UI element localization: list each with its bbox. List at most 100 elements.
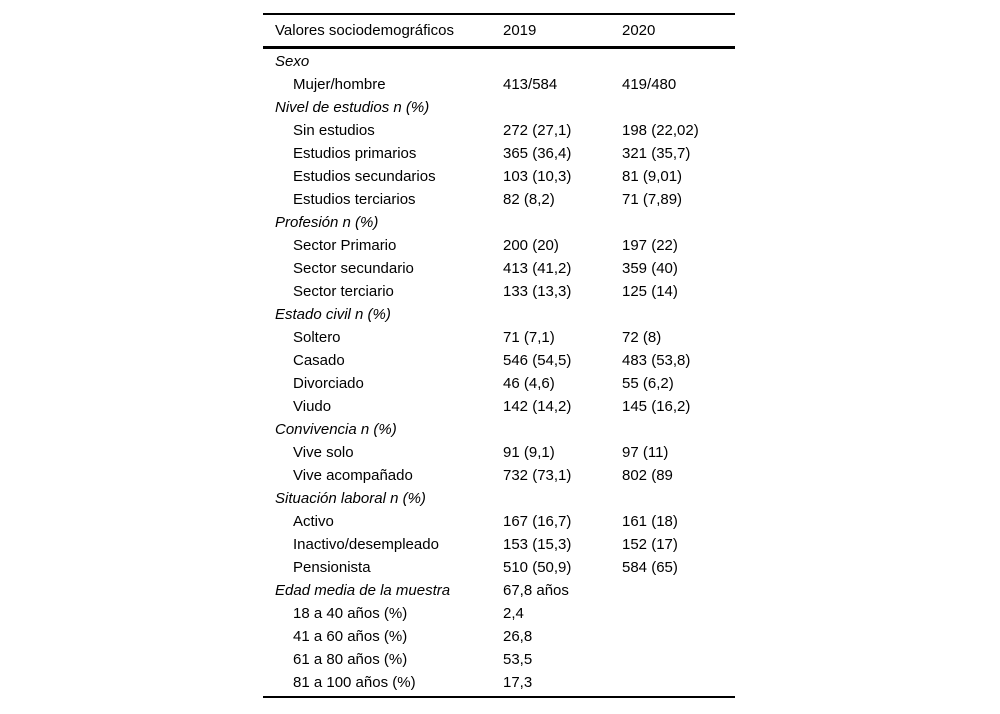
- value-2019: 510 (50,9): [503, 559, 572, 576]
- value-2020: 125 (14): [622, 283, 678, 300]
- table-row: Viudo 142 (14,2) 145 (16,2): [263, 395, 735, 418]
- value-2020: 321 (35,7): [622, 145, 691, 162]
- value-2020: 152 (17): [622, 536, 678, 553]
- row-label: 41 a 60 años (%): [293, 628, 408, 645]
- value-2019: 17,3: [503, 674, 533, 691]
- table-row: Casado 546 (54,5) 483 (53,8): [263, 349, 735, 372]
- value-2020: 81 (9,01): [622, 168, 683, 185]
- value-2019: 272 (27,1): [503, 122, 572, 139]
- table-row: Estudios primarios 365 (36,4) 321 (35,7): [263, 142, 735, 165]
- row-label: Sexo: [275, 53, 310, 70]
- value-2019: 200 (20): [503, 237, 559, 254]
- table-row: Pensionista 510 (50,9) 584 (65): [263, 556, 735, 579]
- value-2019: 732 (73,1): [503, 467, 572, 484]
- row-label: Viudo: [293, 398, 332, 415]
- value-2020: 197 (22): [622, 237, 678, 254]
- row-label: Estudios secundarios: [293, 168, 436, 185]
- value-2019: 142 (14,2): [503, 398, 572, 415]
- value-2020: 97 (11): [622, 444, 669, 461]
- row-label: Estudios terciarios: [293, 191, 416, 208]
- section-row: Estado civil n (%): [263, 303, 735, 326]
- row-label: 81 a 100 años (%): [293, 674, 416, 691]
- header-year-2020: 2020: [622, 22, 656, 39]
- row-label: Divorciado: [293, 375, 364, 392]
- value-2019: 103 (10,3): [503, 168, 572, 185]
- row-label: 61 a 80 años (%): [293, 651, 408, 668]
- row-label: Sector terciario: [293, 283, 394, 300]
- table-row: Vive solo 91 (9,1) 97 (11): [263, 441, 735, 464]
- value-2020: 55 (6,2): [622, 375, 674, 392]
- value-2019: 365 (36,4): [503, 145, 572, 162]
- table-header-row: Valores sociodemográficos 2019 2020: [263, 13, 735, 49]
- row-label: Estudios primarios: [293, 145, 417, 162]
- value-2019: 71 (7,1): [503, 329, 555, 346]
- value-2020: 584 (65): [622, 559, 678, 576]
- value-2019: 133 (13,3): [503, 283, 572, 300]
- row-label: Nivel de estudios n (%): [275, 99, 430, 116]
- row-label: Pensionista: [293, 559, 371, 576]
- value-2019: 67,8 años: [503, 582, 569, 599]
- row-label: Vive acompañado: [293, 467, 413, 484]
- table-row: 81 a 100 años (%) 17,3: [263, 671, 735, 694]
- value-2019: 2,4: [503, 605, 524, 622]
- table-row: 18 a 40 años (%) 2,4: [263, 602, 735, 625]
- value-2020: 161 (18): [622, 513, 678, 530]
- value-2020: 802 (89: [622, 467, 673, 484]
- table-row: Vive acompañado 732 (73,1) 802 (89: [263, 464, 735, 487]
- value-2019: 46 (4,6): [503, 375, 555, 392]
- value-2019: 53,5: [503, 651, 533, 668]
- value-2019: 413 (41,2): [503, 260, 572, 277]
- table-row: Divorciado 46 (4,6) 55 (6,2): [263, 372, 735, 395]
- table-row: Sector secundario 413 (41,2) 359 (40): [263, 257, 735, 280]
- table-row: 61 a 80 años (%) 53,5: [263, 648, 735, 671]
- section-row: Convivencia n (%): [263, 418, 735, 441]
- table-row: Mujer/hombre 413/584 419/480: [263, 73, 735, 96]
- row-label: Inactivo/desempleado: [293, 536, 439, 553]
- row-label: Vive solo: [293, 444, 354, 461]
- row-label: Estado civil n (%): [275, 306, 391, 323]
- table-row: Sector Primario 200 (20) 197 (22): [263, 234, 735, 257]
- row-label: 18 a 40 años (%): [293, 605, 408, 622]
- value-2020: 145 (16,2): [622, 398, 691, 415]
- table-row: Soltero 71 (7,1) 72 (8): [263, 326, 735, 349]
- row-label: Sector Primario: [293, 237, 397, 254]
- value-2019: 167 (16,7): [503, 513, 572, 530]
- row-label: Convivencia n (%): [275, 421, 397, 438]
- header-year-2019: 2019: [503, 22, 537, 39]
- value-2020: 198 (22,02): [622, 122, 699, 139]
- table-body: Sexo Mujer/hombre 413/584 419/480 Nivel de e…: [263, 49, 735, 698]
- row-label: Mujer/hombre: [293, 76, 386, 93]
- row-label: Profesión n (%): [275, 214, 379, 231]
- value-2020: 359 (40): [622, 260, 678, 277]
- value-2019: 546 (54,5): [503, 352, 572, 369]
- sociodemographic-table: Valores sociodemográficos 2019 2020 Sexo…: [263, 13, 735, 698]
- row-label: Situación laboral n (%): [275, 490, 426, 507]
- row-label: Sin estudios: [293, 122, 375, 139]
- table-row: 41 a 60 años (%) 26,8: [263, 625, 735, 648]
- row-label: Sector secundario: [293, 260, 414, 277]
- value-2020: 419/480: [622, 76, 677, 93]
- value-2020: 72 (8): [622, 329, 662, 346]
- value-2020: 483 (53,8): [622, 352, 691, 369]
- section-row: Nivel de estudios n (%): [263, 96, 735, 119]
- row-label: Soltero: [293, 329, 341, 346]
- section-row: Sexo: [263, 50, 735, 73]
- table-row: Estudios terciarios 82 (8,2) 71 (7,89): [263, 188, 735, 211]
- section-row: Profesión n (%): [263, 211, 735, 234]
- value-2019: 82 (8,2): [503, 191, 555, 208]
- row-label: Casado: [293, 352, 345, 369]
- section-row: Edad media de la muestra 67,8 años: [263, 579, 735, 602]
- row-label: Activo: [293, 513, 334, 530]
- table-row: Inactivo/desempleado 153 (15,3) 152 (17): [263, 533, 735, 556]
- value-2019: 153 (15,3): [503, 536, 572, 553]
- value-2019: 26,8: [503, 628, 533, 645]
- table-row: Activo 167 (16,7) 161 (18): [263, 510, 735, 533]
- table-row: Sin estudios 272 (27,1) 198 (22,02): [263, 119, 735, 142]
- value-2019: 413/584: [503, 76, 558, 93]
- section-row: Situación laboral n (%): [263, 487, 735, 510]
- value-2019: 91 (9,1): [503, 444, 555, 461]
- value-2020: 71 (7,89): [622, 191, 683, 208]
- table-row: Estudios secundarios 103 (10,3) 81 (9,01): [263, 165, 735, 188]
- table-row: Sector terciario 133 (13,3) 125 (14): [263, 280, 735, 303]
